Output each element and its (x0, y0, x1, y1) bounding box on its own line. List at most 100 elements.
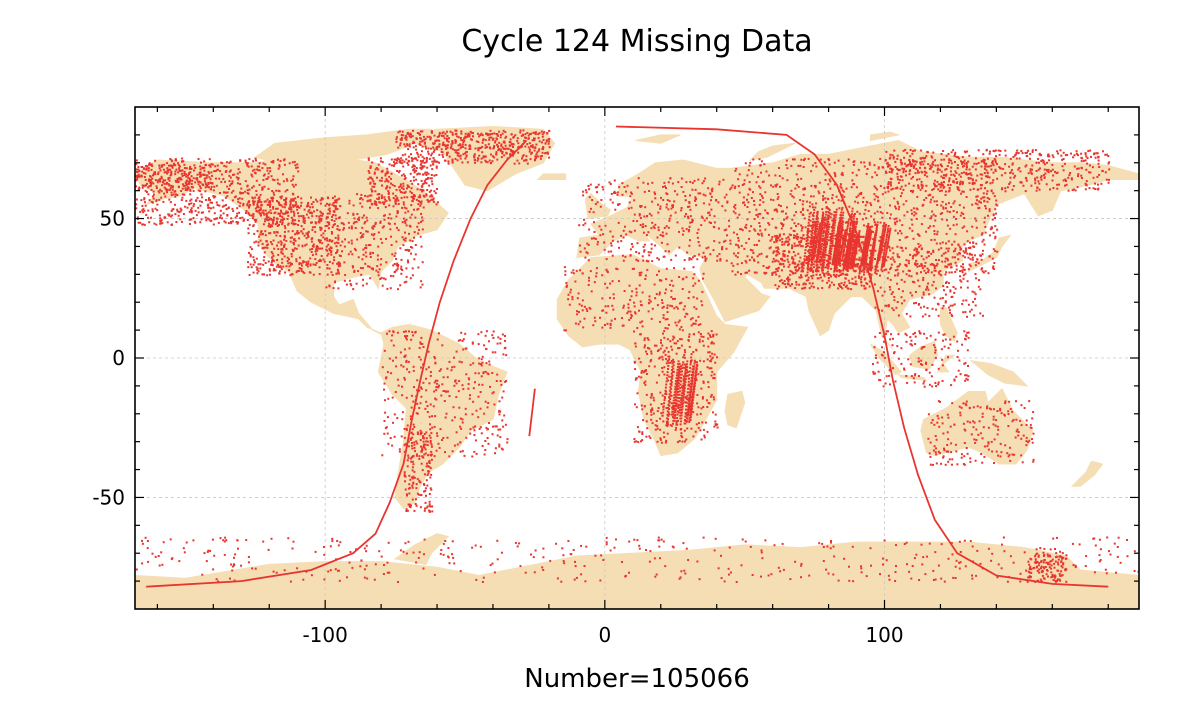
missing-point (775, 209, 778, 212)
missing-point (611, 304, 614, 307)
missing-point (400, 435, 403, 438)
missing-point (255, 193, 258, 196)
missing-point (351, 253, 354, 256)
missing-point (169, 201, 172, 204)
missing-point (644, 206, 647, 209)
missing-point (484, 370, 487, 373)
missing-point (620, 234, 623, 237)
missing-point (289, 263, 292, 266)
missing-point (279, 215, 282, 217)
missing-point (207, 170, 210, 173)
missing-point (337, 287, 340, 290)
missing-point (910, 218, 913, 221)
missing-point (419, 130, 422, 133)
missing-point (474, 147, 477, 150)
missing-point (269, 170, 272, 173)
missing-point (874, 258, 876, 260)
missing-point (663, 366, 666, 369)
missing-point (228, 170, 231, 173)
missing-point (401, 418, 404, 421)
missing-point (413, 157, 416, 160)
missing-point (662, 431, 665, 434)
missing-point (433, 142, 436, 145)
missing-point (911, 257, 914, 260)
missing-point (627, 303, 630, 306)
missing-point (181, 196, 184, 199)
missing-point (675, 352, 678, 355)
missing-point (388, 330, 391, 333)
land-japan (967, 234, 1012, 273)
missing-point (710, 199, 712, 202)
missing-point (339, 255, 342, 257)
missing-point (485, 330, 488, 333)
missing-point (426, 166, 429, 169)
missing-point (922, 258, 925, 261)
missing-point (729, 239, 732, 242)
missing-point (452, 406, 455, 409)
missing-point (950, 266, 953, 269)
missing-point (691, 181, 694, 184)
missing-point (293, 212, 296, 215)
missing-point (284, 190, 287, 193)
missing-point (374, 223, 377, 225)
missing-point (697, 406, 700, 409)
missing-point (905, 259, 908, 262)
missing-point (599, 316, 601, 319)
missing-point (722, 178, 725, 181)
missing-point (224, 171, 227, 173)
missing-point (160, 190, 163, 193)
missing-point (809, 211, 812, 214)
missing-point (316, 209, 319, 212)
missing-point (479, 407, 482, 410)
missing-point (192, 217, 195, 220)
missing-point (413, 208, 415, 211)
missing-point (503, 347, 506, 350)
missing-point (228, 188, 230, 190)
missing-point (863, 224, 865, 227)
missing-point (736, 256, 739, 259)
missing-point (740, 262, 743, 265)
missing-point (522, 133, 525, 136)
missing-point (795, 173, 798, 176)
missing-point (646, 427, 649, 430)
missing-point (762, 180, 765, 183)
missing-point (261, 232, 264, 235)
missing-point (407, 155, 410, 158)
missing-point (424, 507, 426, 510)
missing-point (659, 347, 662, 350)
missing-point (523, 139, 526, 142)
missing-point (806, 232, 809, 235)
missing-point (399, 247, 402, 250)
missing-point (312, 201, 315, 203)
missing-point (460, 132, 463, 135)
missing-point (405, 396, 408, 399)
missing-point (650, 243, 653, 246)
missing-point (821, 208, 824, 211)
missing-point (840, 208, 843, 211)
missing-point (647, 231, 650, 234)
missing-point (606, 322, 609, 325)
missing-point (404, 137, 407, 140)
missing-point (381, 366, 384, 369)
missing-point (252, 263, 255, 266)
missing-point (851, 171, 854, 174)
missing-point (665, 362, 668, 365)
missing-point (454, 157, 457, 160)
missing-point (650, 214, 653, 217)
missing-point (406, 196, 409, 199)
missing-point (534, 146, 537, 149)
missing-point (412, 482, 415, 485)
missing-point (655, 293, 658, 296)
missing-point (392, 275, 395, 278)
missing-point (641, 255, 644, 258)
missing-point (665, 278, 668, 281)
land-novaya-zemlya (748, 142, 796, 161)
missing-point (958, 173, 961, 176)
missing-point (372, 234, 375, 237)
missing-point (282, 159, 285, 162)
missing-point (647, 310, 650, 313)
missing-point (237, 177, 240, 179)
missing-point (279, 160, 282, 162)
missing-point (242, 192, 244, 195)
missing-point (627, 310, 630, 313)
